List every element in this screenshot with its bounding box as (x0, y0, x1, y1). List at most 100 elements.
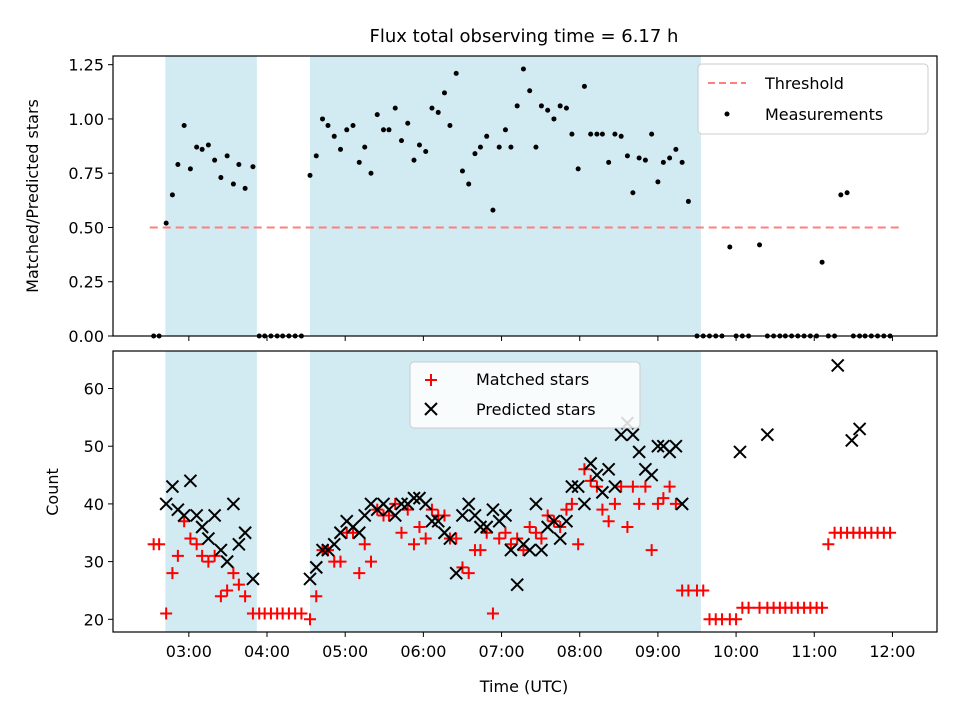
matched-star-point (221, 584, 234, 597)
matched-star-point (884, 526, 897, 539)
predicted-star-point (226, 497, 241, 511)
predicted-star-point (177, 508, 191, 523)
matched-star-point (153, 538, 166, 551)
legend-matched-label: Matched stars (476, 370, 589, 389)
measurement-point (496, 144, 502, 150)
measurement-point (533, 144, 539, 150)
matched-star-point (621, 520, 634, 533)
matched-star-point (364, 555, 377, 568)
matched-star-point (166, 567, 179, 580)
predicted-star-point (760, 427, 775, 442)
measurement-point (606, 159, 612, 165)
measurement-point (472, 151, 478, 157)
x-tick-label: 12:00 (869, 642, 915, 661)
matched-star-point (602, 515, 615, 528)
predicted-star-point (195, 520, 209, 534)
measurement-point (386, 127, 392, 133)
measurement-point (205, 142, 211, 148)
measurement-point (344, 127, 350, 133)
predicted-star-point (831, 358, 845, 373)
y-tick-label: 60 (84, 380, 104, 399)
observing-interval-shade (165, 351, 257, 632)
predicted-star-point (559, 514, 574, 528)
measurement-point (612, 131, 618, 137)
matched-star-point (438, 509, 451, 522)
bottom-plot-frame (112, 350, 938, 633)
matched-star-point (596, 503, 609, 516)
matched-star-point (499, 526, 512, 539)
y-tick-label: 1.25 (68, 56, 104, 75)
predicted-star-point (455, 508, 470, 523)
predicted-star-point (220, 554, 234, 569)
matched-star-point (663, 480, 676, 493)
matched-star-point (184, 532, 197, 545)
observing-interval-shade (310, 56, 701, 336)
y-tick-label: 0.25 (68, 273, 104, 292)
matched-star-point (401, 503, 414, 516)
predicted-star-point (183, 474, 198, 488)
measurement-point (459, 168, 465, 174)
measurement-point (538, 103, 544, 109)
measurement-point (242, 185, 248, 191)
x-tick-label: 07:00 (478, 642, 524, 661)
measurement-point (374, 112, 380, 118)
measurement-point (642, 157, 648, 163)
predicted-star-point (431, 514, 445, 528)
predicted-star-point (590, 468, 604, 482)
legend-predicted-label: Predicted stars (476, 400, 596, 419)
measurement-point (429, 105, 435, 111)
matched-star-point (395, 526, 408, 539)
predicted-star-point (845, 433, 859, 448)
matched-star-point (697, 584, 710, 597)
x-tick-label: 10:00 (713, 642, 759, 661)
measurement-point (514, 103, 520, 109)
y-tick-label: 30 (84, 553, 104, 572)
measurement-point (163, 220, 169, 226)
matched-star-point (413, 520, 426, 533)
predicted-star-point (189, 508, 204, 523)
predicted-star-point (443, 531, 457, 546)
matched-star-point (669, 497, 682, 510)
measurement-point (362, 144, 368, 150)
matched-star-point (202, 555, 215, 568)
bottom-x-axis: 03:00 04:00 05:00 06:00 07:00 08:00 09:00 10:00… (166, 632, 915, 661)
top-plot-frame (112, 55, 938, 337)
matched-star-point (493, 532, 506, 545)
y-tick-label: 50 (84, 437, 104, 456)
top-y-axis: 0.00 0.25 0.50 0.75 1.00 1.25 (68, 56, 113, 346)
measurement-point (447, 122, 453, 128)
matched-star-point (742, 601, 755, 614)
predicted-star-point (583, 456, 598, 471)
measurement-point (557, 103, 563, 109)
measurement-point (563, 105, 569, 111)
measurement-point (236, 162, 242, 168)
measurement-point (630, 190, 636, 196)
measurement-point (490, 207, 496, 213)
matched-star-point (239, 590, 252, 603)
matched-star-point (160, 607, 173, 620)
measurement-point (636, 155, 642, 161)
measurement-point (380, 127, 386, 133)
measurement-point (320, 116, 326, 122)
measurement-point (581, 83, 587, 89)
measurement-point (844, 190, 850, 196)
measurement-point (398, 138, 404, 144)
predicted-star-point (852, 422, 867, 436)
matched-star-point (816, 601, 829, 614)
matched-star-point (462, 567, 475, 580)
matched-star-point (389, 497, 402, 510)
predicted-star-point (394, 497, 409, 511)
matched-star-point (535, 532, 548, 545)
bottom-legend: Matched stars Predicted stars (409, 361, 641, 429)
predicted-star-point (565, 479, 579, 494)
matched-star-point (504, 538, 517, 551)
matched-star-point (486, 607, 499, 620)
predicted-star-point (449, 566, 463, 580)
matched-star-point (227, 567, 240, 580)
measurement-point (218, 175, 224, 181)
predicted-star-point (473, 520, 488, 534)
measurement-point (569, 131, 575, 137)
predicted-star-point (165, 479, 180, 494)
measurement-point (169, 192, 175, 198)
